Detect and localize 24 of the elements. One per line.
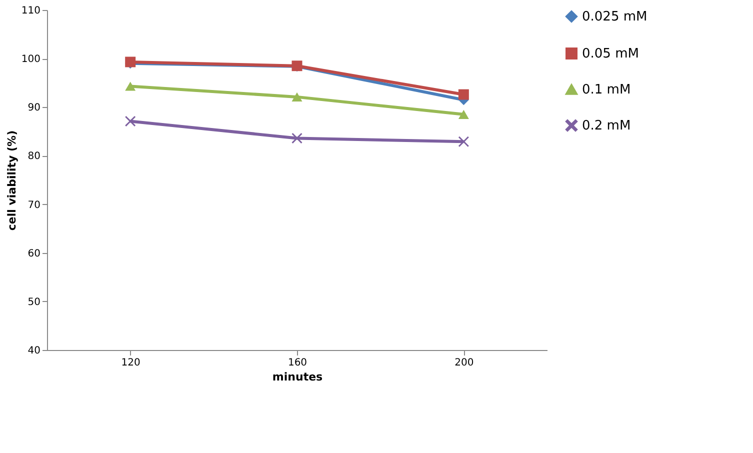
legend-label: 0.1 mM [582,82,631,98]
y-tick-label: 70 [28,200,40,211]
point [458,136,469,147]
y-axis-title: cell viability (%) [5,130,18,231]
point [125,116,136,126]
legend-label: 0.025 mM [582,10,648,24]
legend-label: 0.05 mM [582,46,639,62]
y-tick-label: 40 [28,346,40,356]
x-axis-title: minutes [272,370,324,384]
point [458,110,469,119]
point [292,132,302,144]
x-tick-label: 160 [288,358,308,368]
y-tick-label: 50 [28,296,40,308]
legend-label: 0.2 mM [582,118,631,134]
y-tick-label: 110 [21,6,40,16]
y-tick-label: 60 [28,248,40,260]
y-tick-label: 100 [21,54,40,66]
point [292,92,302,102]
x-tick-label: 120 [121,358,140,368]
y-tick-label: 90 [28,102,40,114]
point [458,89,469,100]
y-tick-label: 80 [28,151,40,162]
x-tick-label: 200 [454,358,474,368]
point [125,82,136,91]
